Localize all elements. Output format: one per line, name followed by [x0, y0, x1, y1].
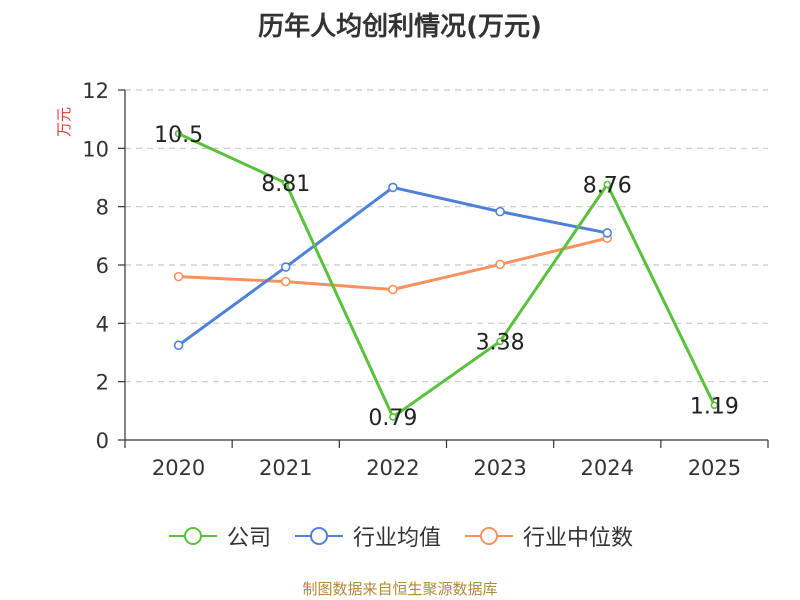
y-tick-label: 0 — [96, 429, 109, 453]
series-point-2 — [173, 271, 184, 282]
legend-swatch-industry-median — [465, 527, 513, 545]
series-point-1 — [173, 340, 184, 351]
legend-label-industry-mean: 行业均值 — [352, 526, 441, 551]
series-point-0 — [281, 179, 290, 187]
series-point-0 — [496, 337, 504, 346]
series-line-1 — [177, 185, 608, 347]
data-label: 3.38 — [476, 330, 525, 355]
x-tick-label: 2024 — [581, 456, 634, 480]
y-axis-label: 万元 — [55, 107, 73, 137]
legend-swatch-company — [168, 527, 217, 545]
series-point-1 — [388, 182, 398, 193]
legend-swatch-industry-mean — [294, 527, 343, 545]
legend-item-company[interactable]: 公司 — [167, 520, 271, 552]
source-footer: 制图数据来自恒生聚源数据库 — [302, 580, 498, 598]
data-label: 10.5 — [154, 123, 203, 148]
series-point-0 — [603, 180, 612, 189]
legend: 公司 行业均值 行业中位数 — [0, 520, 800, 552]
y-tick-label: 12 — [82, 79, 109, 103]
legend-item-industry-median[interactable]: 行业中位数 — [463, 520, 633, 552]
x-tick-label: 2025 — [688, 456, 741, 480]
y-tick-label: 2 — [96, 371, 109, 395]
y-tick-label: 8 — [96, 196, 109, 220]
chart-title: 历年人均创利情况(万元) — [258, 12, 542, 42]
x-tick-label: 2021 — [259, 456, 312, 480]
series-point-0 — [710, 401, 719, 410]
series-line-0 — [177, 132, 716, 419]
data-label: 1.19 — [690, 394, 739, 419]
series-point-2 — [388, 284, 398, 295]
x-tick-label: 2022 — [366, 456, 419, 480]
legend-label-company: 公司 — [226, 526, 271, 551]
series-point-1 — [495, 206, 505, 217]
x-tick-label: 2023 — [473, 456, 526, 480]
series-point-1 — [280, 262, 291, 272]
data-label: 8.76 — [583, 174, 632, 199]
data-label: 0.79 — [368, 406, 417, 431]
x-tick-label: 2020 — [152, 456, 205, 480]
legend-item-industry-mean[interactable]: 行业均值 — [293, 520, 441, 552]
y-tick-label: 10 — [82, 137, 109, 161]
series-point-1 — [602, 228, 613, 238]
series-point-2 — [495, 259, 505, 270]
series-point-2 — [280, 276, 291, 287]
legend-label-industry-median: 行业中位数 — [523, 526, 634, 551]
y-tick-label: 4 — [96, 312, 109, 336]
series-line-2 — [178, 236, 608, 291]
series-point-0 — [174, 129, 183, 138]
series-point-0 — [389, 413, 397, 421]
y-tick-label: 6 — [96, 254, 109, 278]
data-label: 8.81 — [261, 172, 310, 197]
